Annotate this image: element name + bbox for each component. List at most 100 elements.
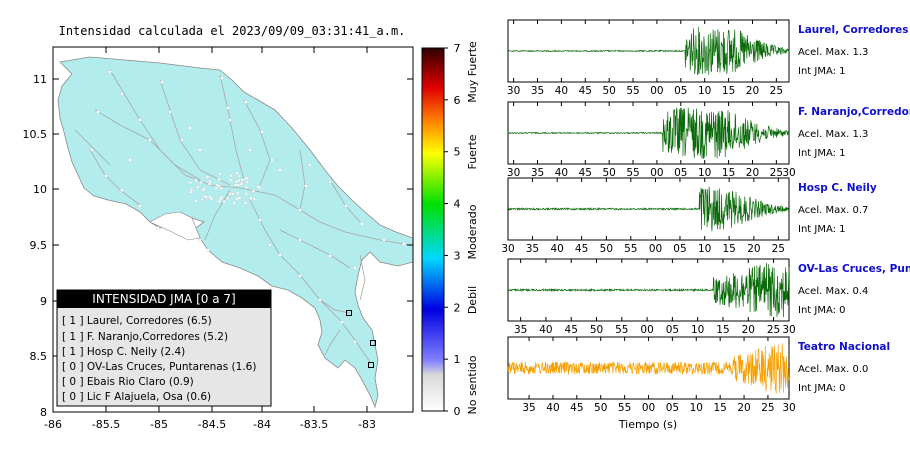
town-dot bbox=[258, 186, 262, 190]
town-dot bbox=[298, 238, 302, 242]
town-dot bbox=[198, 148, 202, 152]
town-dot bbox=[241, 178, 245, 182]
waveform-tick-label: 35 bbox=[514, 324, 527, 336]
map-axes: -86 -85.5 -85 -84.5 -84 -83.5 -83 11 10.5 10 9.5 9 8… bbox=[23, 47, 413, 431]
colorbar-tick-label: 6 bbox=[454, 94, 461, 107]
town-dot bbox=[235, 197, 239, 201]
legend-item: [ 1 ] Laurel, Corredores (6.5) bbox=[62, 315, 212, 327]
town-dot bbox=[194, 199, 198, 203]
waveform-tick-label: 55 bbox=[626, 167, 639, 179]
town-dot bbox=[218, 172, 222, 176]
station-intensity: Int JMA: 0 bbox=[798, 305, 846, 316]
town-dot bbox=[104, 174, 108, 178]
waveform-tick-label: 35 bbox=[522, 402, 535, 414]
road bbox=[159, 79, 231, 186]
town-dot bbox=[244, 100, 248, 104]
waveform-tick-label: 05 bbox=[674, 85, 687, 97]
road bbox=[204, 189, 231, 241]
town-dot bbox=[234, 180, 239, 184]
colorbar-tick-label: 3 bbox=[454, 249, 461, 262]
waveform-tick-label: 30 bbox=[782, 324, 795, 336]
waveform-panels: 30 35 40 45 50 55 00 05 10 15 20 25 Laurel, Corredor… bbox=[501, 19, 910, 414]
town-dot bbox=[189, 188, 194, 192]
colorbar-tick-label: 0 bbox=[454, 405, 461, 418]
station-name: Teatro Nacional bbox=[798, 341, 890, 353]
town-dot bbox=[308, 163, 312, 167]
colorbar-tick-label: 5 bbox=[454, 146, 461, 159]
road bbox=[239, 187, 411, 246]
road bbox=[279, 229, 351, 269]
waveform-tick-label: 15 bbox=[722, 85, 735, 97]
waveform-tick-label: 40 bbox=[555, 167, 568, 179]
town-dot bbox=[217, 184, 221, 188]
town-dot bbox=[208, 182, 212, 186]
colorbar-category-label: Moderado bbox=[466, 204, 479, 259]
town-dot bbox=[217, 199, 221, 203]
station-intensity: Int JMA: 0 bbox=[798, 383, 846, 394]
town-dot bbox=[353, 340, 357, 344]
town-markers bbox=[90, 70, 406, 344]
town-dot bbox=[219, 186, 223, 190]
town-dot bbox=[340, 320, 344, 324]
waveform-tick-label: 30 bbox=[507, 85, 520, 97]
town-dot bbox=[160, 80, 164, 84]
town-dot bbox=[168, 110, 172, 114]
station-marker bbox=[370, 340, 376, 346]
town-dot bbox=[199, 180, 203, 185]
town-dot bbox=[188, 126, 192, 130]
town-dot bbox=[231, 192, 235, 196]
map-x-tick-label: -84 bbox=[253, 418, 271, 431]
waveform-panel: 30 35 40 45 50 55 00 05 10 15 20 25 30F. Naranjo,Cor… bbox=[507, 101, 910, 179]
waveform-tick-label: 45 bbox=[565, 324, 578, 336]
waveform-panel: 35 40 45 50 55 00 05 10 15 20 25 30 Teatro Nacional A… bbox=[507, 336, 890, 414]
town-dot bbox=[228, 118, 232, 122]
town-dot bbox=[382, 238, 386, 242]
station-name: F. Naranjo,Corredores bbox=[798, 106, 910, 118]
waveform-tick-label: 20 bbox=[737, 402, 750, 414]
town-dot bbox=[220, 76, 224, 80]
waveform-tick-label: 05 bbox=[674, 167, 687, 179]
legend-item: [ 0 ] Lic F Alajuela, Osa (0.6) bbox=[62, 391, 211, 403]
waveform-tick-label: 50 bbox=[600, 243, 613, 255]
station-accel: Acel. Max. 0.0 bbox=[798, 364, 868, 375]
station-name: OV-Las Cruces, Puntar bbox=[798, 263, 910, 275]
waveform-tick-label: 15 bbox=[722, 167, 735, 179]
station-intensity: Int JMA: 1 bbox=[798, 66, 846, 77]
colorbar-category-label: No sentido bbox=[466, 355, 479, 414]
town-dot bbox=[244, 192, 248, 196]
town-dot bbox=[236, 183, 240, 187]
waveform-trace bbox=[507, 343, 790, 394]
town-dot bbox=[298, 208, 302, 212]
waveform-tick-label: 55 bbox=[615, 324, 628, 336]
waveform-tick-label: 55 bbox=[624, 243, 637, 255]
station-accel: Acel. Max. 0.7 bbox=[798, 205, 868, 216]
town-dot bbox=[148, 138, 152, 142]
road bbox=[359, 254, 366, 301]
colorbar-category-label: Fuerte bbox=[466, 134, 479, 169]
town-dot bbox=[194, 178, 198, 182]
town-dot bbox=[201, 188, 205, 192]
town-dot bbox=[189, 181, 193, 185]
waveform-tick-label: 35 bbox=[531, 85, 544, 97]
town-dot bbox=[198, 238, 202, 242]
town-dot bbox=[220, 195, 224, 199]
waveform-tick-label: 40 bbox=[555, 85, 568, 97]
town-dot bbox=[222, 200, 226, 204]
town-dot bbox=[402, 242, 406, 246]
costa-rica-landmass bbox=[57, 56, 413, 409]
waveform-trace bbox=[507, 186, 790, 232]
town-dot bbox=[344, 204, 348, 208]
waveform-tick-label: 00 bbox=[649, 243, 662, 255]
town-dot bbox=[217, 177, 221, 182]
waveform-tick-label: 45 bbox=[579, 85, 592, 97]
station-marker bbox=[368, 362, 374, 368]
road-network bbox=[74, 69, 411, 363]
waveform-tick-label: 50 bbox=[602, 85, 615, 97]
colorbar-tick-label: 7 bbox=[454, 42, 461, 55]
waveform-tick-label: 20 bbox=[742, 324, 755, 336]
town-dot bbox=[360, 222, 364, 226]
waveform-tick-label: 35 bbox=[531, 167, 544, 179]
town-dot bbox=[96, 110, 100, 114]
town-dot bbox=[236, 191, 240, 195]
town-dot bbox=[249, 196, 253, 200]
